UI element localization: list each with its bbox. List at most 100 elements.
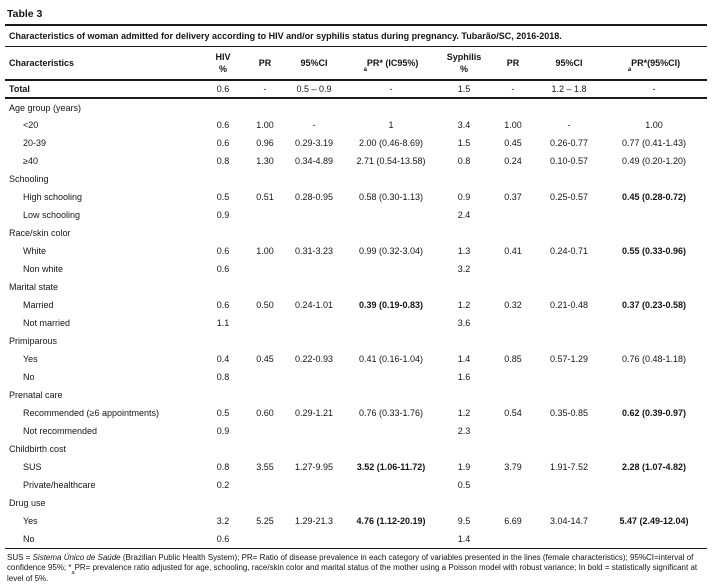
- footnote-text: SUS =: [7, 553, 33, 562]
- row-label: Schooling: [5, 170, 707, 188]
- cell: [601, 476, 707, 494]
- cell: [285, 260, 343, 278]
- cell: 0.45 (0.28-0.72): [601, 188, 707, 206]
- header-syphilis-line2: %: [440, 63, 488, 75]
- cell: [245, 206, 285, 224]
- header-row: Characteristics HIV % PR 95%CI aPR* (IC9…: [5, 47, 707, 80]
- cell: 0.57-1.29: [537, 350, 601, 368]
- cell: 1.00: [245, 116, 285, 134]
- cell: [489, 206, 537, 224]
- cell: [601, 530, 707, 548]
- header-syphilis-line1: Syphilis: [440, 51, 488, 63]
- section-row: Drug use: [5, 494, 707, 512]
- cell: 0.54: [489, 404, 537, 422]
- cell: 0.34-4.89: [285, 152, 343, 170]
- cell: 3.2: [201, 512, 245, 530]
- row-label: 20-39: [5, 134, 201, 152]
- row-label: Race/skin color: [5, 224, 707, 242]
- header-hiv-percent: HIV %: [201, 47, 245, 80]
- cell: [489, 260, 537, 278]
- row-label: No: [5, 530, 201, 548]
- cell: [489, 530, 537, 548]
- cell: 0.37 (0.23-0.58): [601, 296, 707, 314]
- cell: 0.4: [201, 350, 245, 368]
- cell: [245, 530, 285, 548]
- row-label: Yes: [5, 350, 201, 368]
- cell: 0.8: [201, 458, 245, 476]
- cell: 0.77 (0.41-1.43): [601, 134, 707, 152]
- cell: 1.2: [439, 296, 489, 314]
- row-label: Recommended (≥6 appointments): [5, 404, 201, 422]
- cell: -: [285, 116, 343, 134]
- cell: 0.6: [201, 80, 245, 98]
- row-label: Marital state: [5, 278, 707, 296]
- cell: 0.24: [489, 152, 537, 170]
- cell: 0.76 (0.48-1.18): [601, 350, 707, 368]
- cell: -: [537, 116, 601, 134]
- cell: 0.60: [245, 404, 285, 422]
- cell: 0.6: [201, 296, 245, 314]
- header-apr-hiv-label: PR* (IC95%): [367, 58, 419, 68]
- cell: 0.41: [489, 242, 537, 260]
- row-label: Yes: [5, 512, 201, 530]
- row-label: Prenatal care: [5, 386, 707, 404]
- header-ci-hiv: 95%CI: [285, 47, 343, 80]
- cell: -: [489, 80, 537, 98]
- cell: [489, 368, 537, 386]
- cell: [537, 422, 601, 440]
- section-row: Childbirth cost: [5, 440, 707, 458]
- cell: 1.5: [439, 134, 489, 152]
- cell: 0.58 (0.30-1.13): [343, 188, 439, 206]
- cell: [285, 422, 343, 440]
- cell: 1.27-9.95: [285, 458, 343, 476]
- cell: 0.21-0.48: [537, 296, 601, 314]
- cell: 0.5 – 0.9: [285, 80, 343, 98]
- cell: 0.29-3.19: [285, 134, 343, 152]
- cell: 0.85: [489, 350, 537, 368]
- cell: 2.3: [439, 422, 489, 440]
- cell: 0.10-0.57: [537, 152, 601, 170]
- cell: 0.26-0.77: [537, 134, 601, 152]
- cell: 0.29-1.21: [285, 404, 343, 422]
- cell: 0.5: [201, 404, 245, 422]
- cell: 3.79: [489, 458, 537, 476]
- cell: 0.5: [201, 188, 245, 206]
- cell: 1.2 – 1.8: [537, 80, 601, 98]
- cell: 0.99 (0.32-3.04): [343, 242, 439, 260]
- data-table: Characteristics HIV % PR 95%CI aPR* (IC9…: [5, 47, 707, 549]
- cell: 1.1: [201, 314, 245, 332]
- cell: 3.52 (1.06-11.72): [343, 458, 439, 476]
- cell: [537, 530, 601, 548]
- cell: [489, 476, 537, 494]
- cell: [343, 476, 439, 494]
- cell: [537, 368, 601, 386]
- row-label: Low schooling: [5, 206, 201, 224]
- cell: 1.4: [439, 350, 489, 368]
- cell: [537, 206, 601, 224]
- cell: 0.9: [439, 188, 489, 206]
- cell: 3.55: [245, 458, 285, 476]
- row-label: Not married: [5, 314, 201, 332]
- cell: [245, 422, 285, 440]
- header-apr-hiv: aPR* (IC95%): [343, 47, 439, 80]
- cell: 3.2: [439, 260, 489, 278]
- cell: 0.32: [489, 296, 537, 314]
- header-syphilis-percent: Syphilis %: [439, 47, 489, 80]
- header-hiv-line2: %: [202, 63, 244, 75]
- cell: [285, 530, 343, 548]
- cell: 0.45: [245, 350, 285, 368]
- cell: 0.6: [201, 242, 245, 260]
- cell: [343, 530, 439, 548]
- table-header: Characteristics HIV % PR 95%CI aPR* (IC9…: [5, 47, 707, 80]
- cell: 1.29-21.3: [285, 512, 343, 530]
- row-label: Total: [5, 80, 201, 98]
- cell: 1.9: [439, 458, 489, 476]
- cell: [489, 422, 537, 440]
- cell: 0.25-0.57: [537, 188, 601, 206]
- cell: 0.50: [245, 296, 285, 314]
